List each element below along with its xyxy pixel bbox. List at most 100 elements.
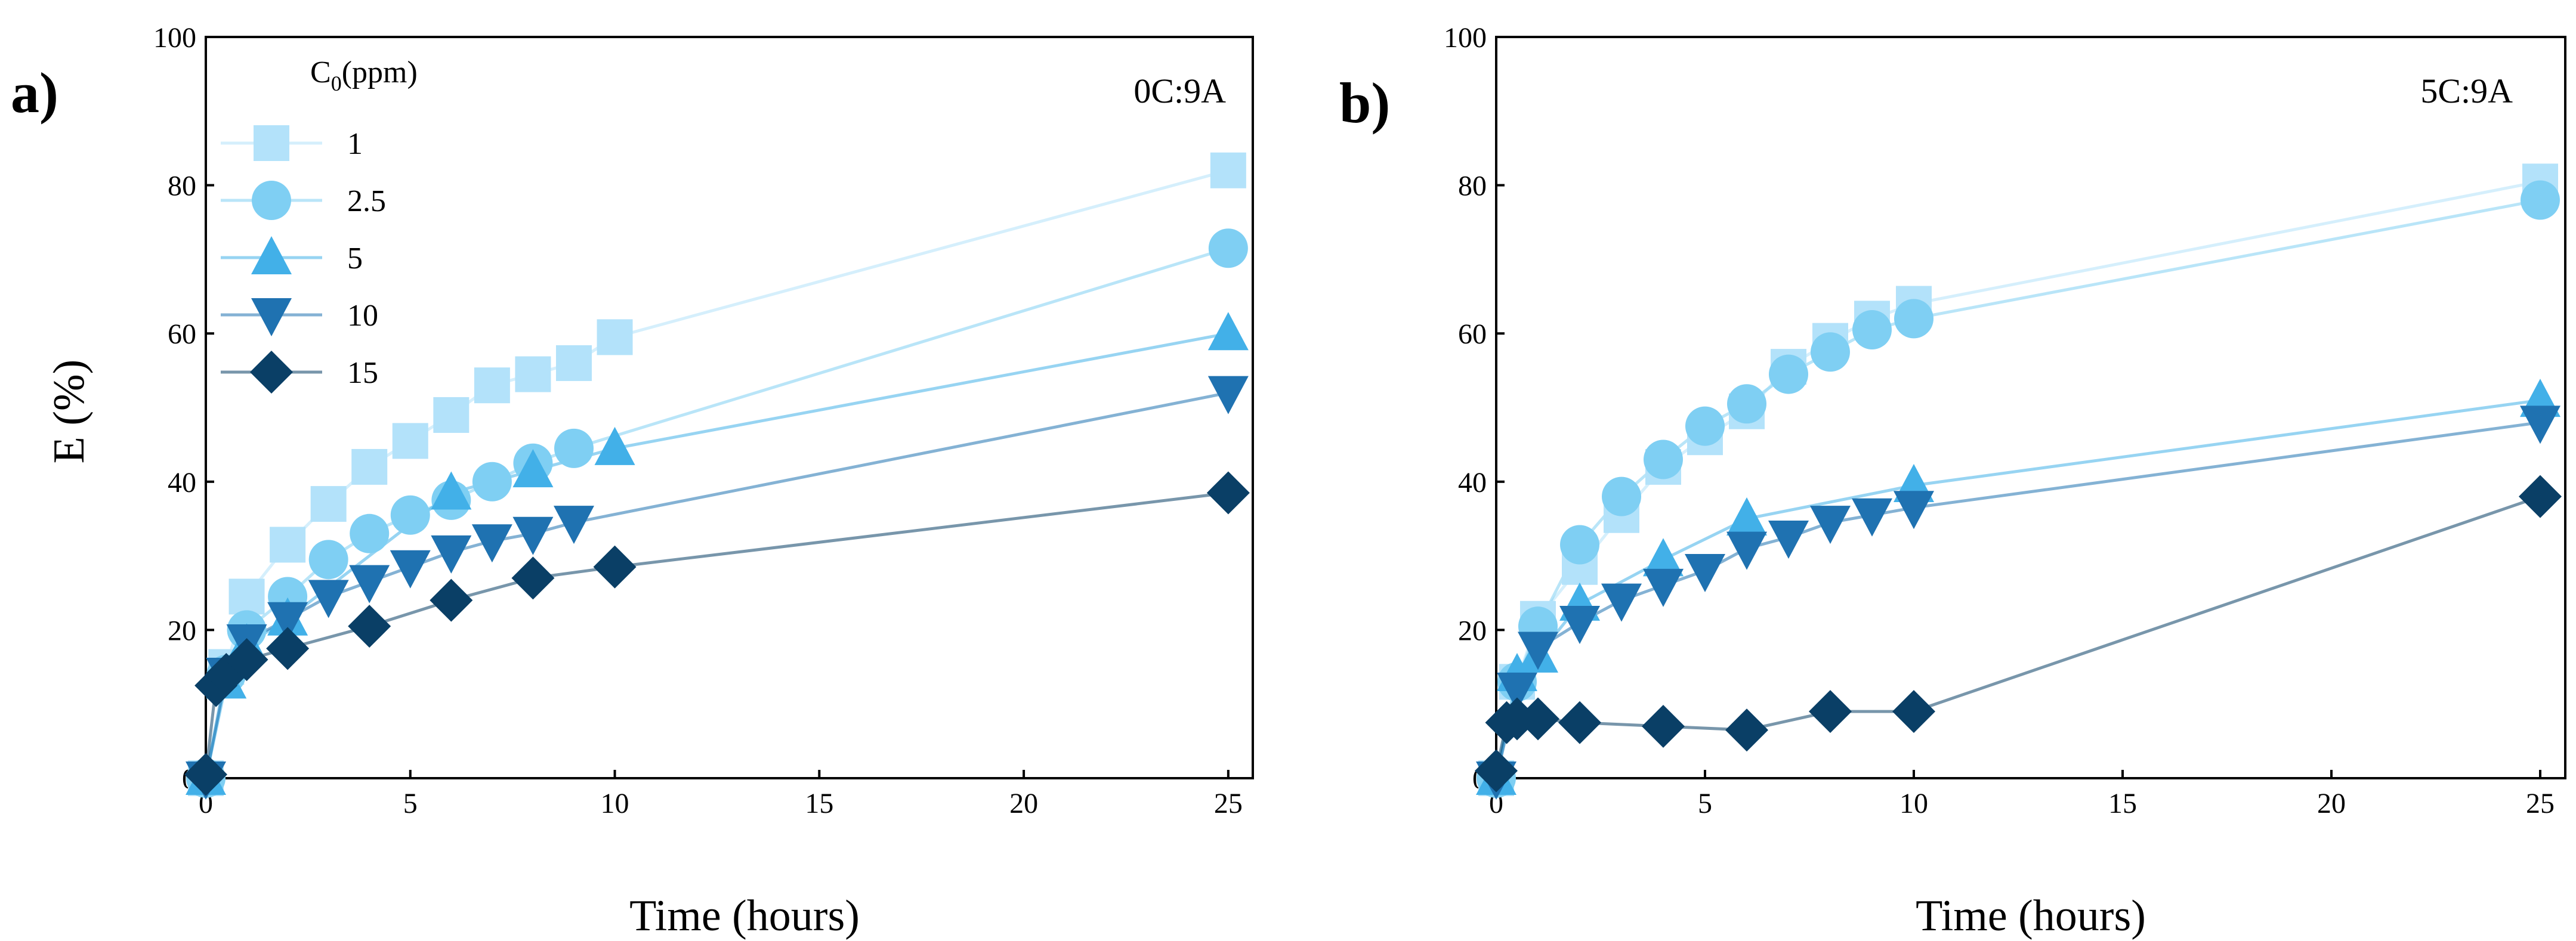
x-tick-label: 15	[2108, 788, 2137, 819]
data-point	[1852, 309, 1892, 349]
data-point	[512, 449, 554, 488]
data-point	[1207, 312, 1249, 351]
y-tick-label: 20	[168, 615, 196, 646]
data-point	[1894, 491, 1934, 530]
data-point	[553, 506, 594, 544]
data-point	[1559, 605, 1600, 644]
series-layer-b	[1475, 163, 2562, 800]
data-point	[515, 356, 551, 392]
y-tick-label: 60	[168, 318, 196, 350]
data-point	[1685, 553, 1725, 592]
data-point	[1768, 521, 1809, 559]
data-point	[593, 545, 637, 589]
legend-marker	[251, 236, 292, 274]
data-point	[471, 524, 512, 563]
data-point	[390, 495, 430, 535]
data-point	[1643, 568, 1684, 607]
x-tick-label: 5	[403, 788, 418, 819]
y-tick-label: 80	[1458, 171, 1487, 202]
data-point	[512, 516, 554, 555]
data-point	[2521, 180, 2560, 220]
legend-marker	[251, 298, 292, 336]
data-point	[511, 556, 555, 600]
y-tick-label: 80	[168, 171, 196, 202]
panel-annotation-b: 5C:9A	[2420, 72, 2513, 110]
x-tick-label: 20	[1009, 788, 1038, 819]
data-point	[266, 627, 310, 670]
data-point	[1769, 354, 1808, 394]
legend-label: 1	[347, 127, 363, 161]
plot-frame	[1495, 36, 2566, 779]
data-point	[2520, 406, 2560, 444]
y-tick-label: 60	[1458, 318, 1487, 350]
data-point	[1497, 672, 1537, 711]
legend-label: 10	[347, 299, 378, 333]
data-point	[1602, 476, 1641, 516]
series-markers-15	[184, 471, 1250, 796]
data-point	[1894, 299, 1933, 339]
data-point	[1516, 697, 1559, 741]
data-point	[594, 426, 635, 465]
series-markers-10	[186, 376, 1249, 800]
axes-a: 0510152025020406080100	[153, 22, 1254, 819]
x-tick-label: 20	[2317, 788, 2346, 819]
y-tick-label: 100	[153, 22, 196, 54]
data-point	[1685, 406, 1725, 446]
x-axis-title-a: Time (hours)	[629, 892, 860, 940]
data-point	[350, 513, 390, 553]
legend-label: 5	[347, 242, 363, 276]
data-point	[1810, 506, 1851, 544]
legend-marker	[250, 351, 293, 394]
data-point	[1206, 471, 1250, 515]
x-axis-title-b: Time (hours)	[1916, 892, 2146, 940]
series-markers-2.5	[1477, 180, 2560, 798]
data-point	[1560, 525, 1599, 565]
data-point	[270, 527, 306, 563]
y-tick-label: 20	[1458, 615, 1487, 646]
data-point	[2519, 475, 2562, 518]
data-point	[431, 535, 472, 574]
plot-frame	[205, 36, 1254, 779]
data-point	[267, 602, 308, 640]
data-point	[1558, 701, 1601, 744]
data-point	[472, 462, 512, 502]
panel-label-b: b)	[1339, 71, 1390, 135]
legend-label: 2.5	[347, 184, 386, 218]
data-point	[390, 550, 431, 589]
data-point	[310, 486, 347, 522]
legend: C0(ppm) 1 2.5 5 10 15	[221, 55, 418, 394]
data-point	[431, 471, 472, 510]
y-tick-label: 100	[1444, 22, 1487, 54]
data-point	[555, 345, 592, 381]
data-point	[474, 367, 510, 404]
data-point	[1518, 632, 1558, 670]
data-point	[1642, 704, 1685, 748]
data-point	[1892, 690, 1935, 733]
legend-title: C0(ppm)	[310, 55, 418, 95]
x-tick-label: 10	[601, 788, 629, 819]
data-point	[1727, 384, 1766, 424]
data-point	[1207, 376, 1249, 414]
data-point	[392, 423, 428, 459]
series-line-2.5	[1494, 199, 2541, 779]
panel-a: a) E (%) Time (hours) 0C:9A 051015202502…	[11, 22, 1254, 940]
x-tick-label: 25	[2526, 788, 2555, 819]
data-point	[1852, 498, 1892, 537]
data-point	[1210, 152, 1246, 188]
y-tick-label: 40	[1458, 467, 1487, 499]
y-tick-label: 40	[168, 467, 196, 499]
legend-marker	[252, 181, 291, 220]
x-tick-label: 15	[805, 788, 833, 819]
data-point	[225, 638, 268, 682]
data-point	[1643, 538, 1684, 577]
series-markers-10	[1476, 406, 2560, 800]
series-layer-a	[184, 152, 1250, 800]
data-point	[430, 578, 473, 622]
data-point	[597, 319, 633, 355]
data-point	[1601, 583, 1642, 622]
data-point	[1726, 531, 1767, 570]
data-point	[1208, 228, 1248, 268]
data-point	[433, 397, 470, 433]
data-point	[184, 753, 227, 796]
